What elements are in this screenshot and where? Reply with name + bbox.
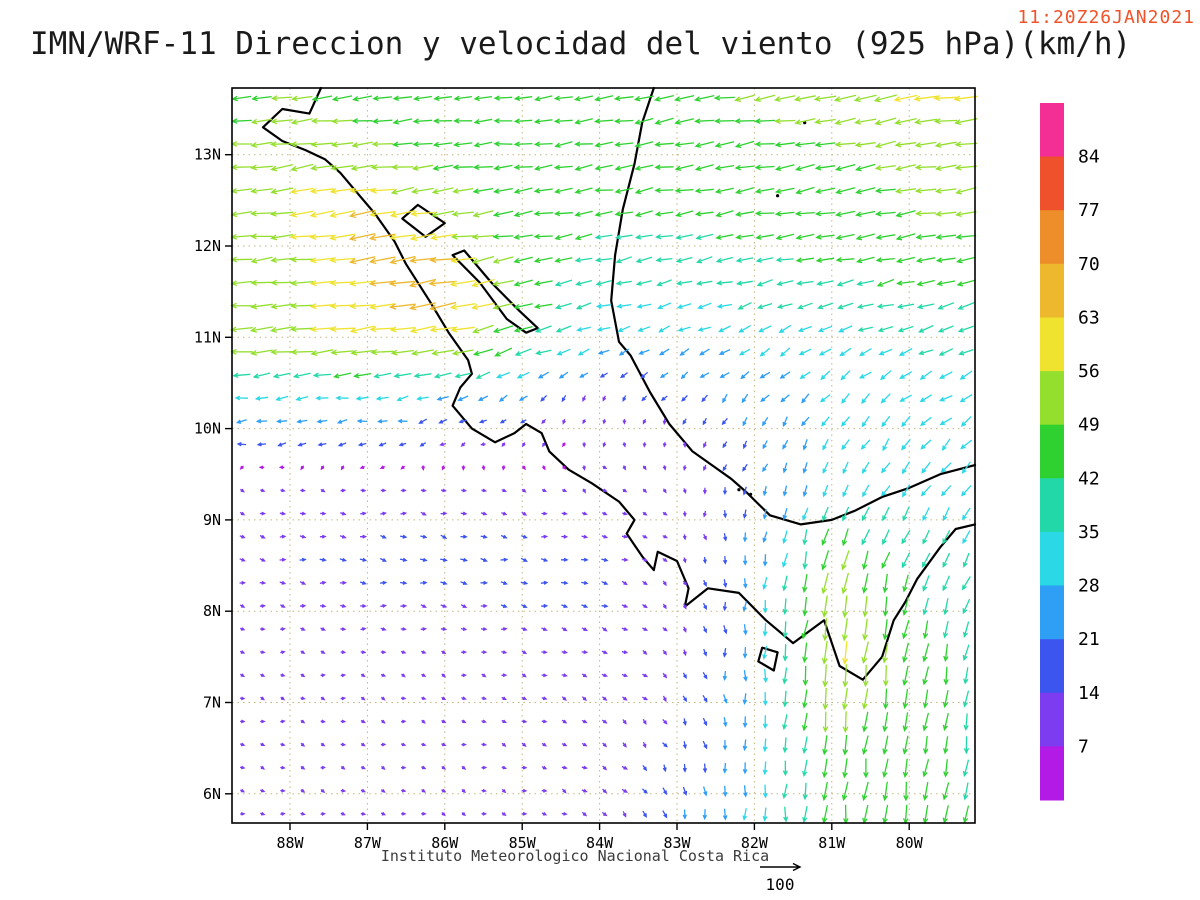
svg-text:21: 21 [1078, 629, 1100, 650]
svg-text:80W: 80W [896, 834, 924, 852]
wind-vectors [229, 94, 978, 825]
svg-text:82W: 82W [741, 834, 769, 852]
svg-text:83W: 83W [663, 834, 691, 852]
axes: 88W 87W 86W 85W 84W 83W 82W 81W 80W 6N 7N 8N 9N 10N 11… [194, 87, 976, 852]
reference-vector: 100 [760, 862, 802, 894]
svg-text:9N: 9N [203, 511, 221, 529]
reference-vector-label: 100 [766, 875, 795, 894]
svg-text:7N: 7N [203, 694, 221, 712]
svg-text:35: 35 [1078, 522, 1100, 543]
svg-text:70: 70 [1078, 254, 1100, 275]
svg-text:6N: 6N [203, 785, 221, 803]
svg-text:56: 56 [1078, 361, 1100, 382]
chart-title: IMN/WRF-11 Direccion y velocidad del vie… [30, 26, 1132, 62]
svg-text:49: 49 [1078, 415, 1100, 436]
svg-text:84: 84 [1078, 147, 1100, 168]
svg-text:77: 77 [1078, 200, 1100, 221]
svg-text:84W: 84W [586, 834, 614, 852]
colorbar: 84 77 70 63 56 49 42 35 28 21 14 7 [1040, 103, 1100, 801]
graticule [232, 88, 975, 823]
svg-text:8N: 8N [203, 602, 221, 620]
svg-text:28: 28 [1078, 576, 1100, 597]
svg-text:88W: 88W [276, 834, 304, 852]
svg-text:81W: 81W [818, 834, 846, 852]
svg-text:11N: 11N [194, 328, 221, 346]
svg-text:87W: 87W [354, 834, 382, 852]
svg-text:14: 14 [1078, 683, 1100, 704]
valid-time: 11:20Z26JAN2021 [1017, 7, 1195, 28]
svg-text:86W: 86W [431, 834, 459, 852]
svg-text:12N: 12N [194, 237, 221, 255]
coastlines [261, 86, 977, 681]
small-islands [737, 121, 807, 496]
svg-text:42: 42 [1078, 468, 1100, 489]
svg-text:63: 63 [1078, 308, 1100, 329]
svg-text:85W: 85W [509, 834, 537, 852]
svg-text:13N: 13N [194, 146, 221, 164]
svg-text:7: 7 [1078, 736, 1089, 757]
svg-text:10N: 10N [194, 420, 221, 438]
footer-caption: Instituto Meteorologico Nacional Costa R… [380, 847, 770, 865]
